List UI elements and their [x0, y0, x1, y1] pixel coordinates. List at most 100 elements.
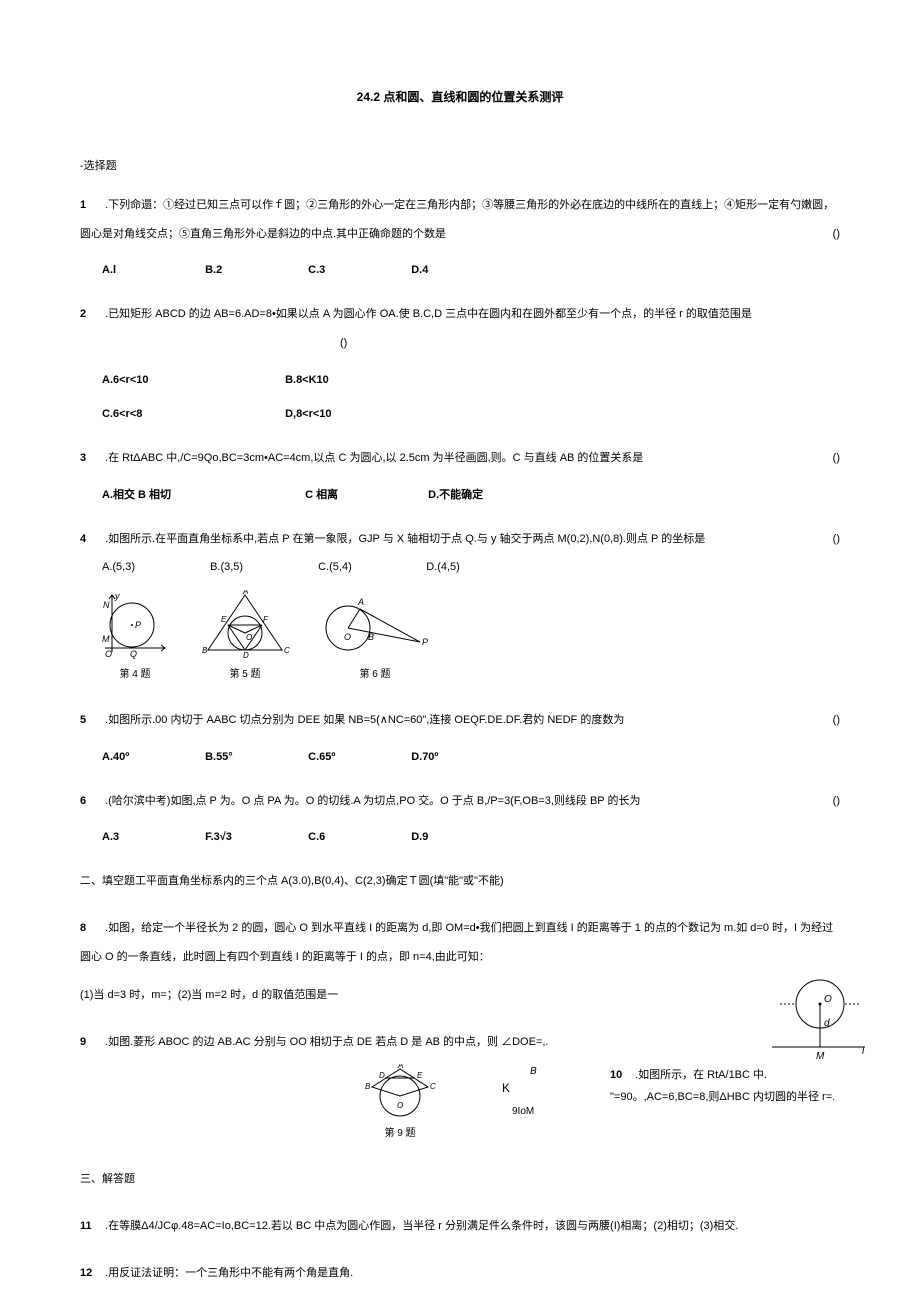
question-1: 1 .下列命遢：①经过已知三点可以作ｆ圆；②三角形的外心一定在三角形内部；③等腰… [80, 191, 840, 282]
q4-text: .如图所示.在平面直角坐标系中,若点 P 在第一象限，GJP 与 X 轴相切于点… [105, 533, 705, 545]
q4-opt-d: D.(4,5) [426, 553, 531, 582]
q9-num: 9 [80, 1028, 102, 1057]
question-3: 3 .在 RtΔABC 中,/C=9Qo,BC=3cm•AC=4cm,以点 C … [80, 444, 840, 507]
q8-text: .如图，给定一个半径长为 2 的圆，圆心 O 到水平直线 I 的距离为 d,即 … [80, 922, 833, 963]
q2-num: 2 [80, 300, 102, 329]
q11-text: .在等膜Δ4/JCφ.48=AC=Io,BC=12.若以 BC 中点为圆心作圆，… [105, 1220, 738, 1232]
question-6: 6 .(哈尔滨中考)如图,点 P 为。O 点 PA 为。O 的切线.A 为切点,… [80, 787, 840, 850]
q5-opt-a: A.40º [102, 745, 202, 769]
q5-num: 5 [80, 706, 102, 735]
svg-text:M: M [102, 634, 110, 644]
q1-text: .下列命遢：①经过已知三点可以作ｆ圆；②三角形的外心一定在三角形内部；③等腰三角… [80, 199, 834, 240]
svg-text:O: O [824, 994, 832, 1005]
figure-q5: A B C D E F O 第 5 题 [200, 590, 290, 688]
svg-text:C: C [430, 1082, 436, 1091]
q1-opt-c: C.3 [308, 258, 408, 282]
q5-opt-d: D.70º [411, 745, 511, 769]
question-9: 9 .如图.菱形 ABOC 的边 AB.AC 分别与 OO 相切于点 DE 若点… [80, 1028, 840, 1148]
q1-opt-a: A.l [102, 258, 202, 282]
q5-opt-b: B.55° [205, 745, 305, 769]
figure-q10: B K 9IoM [500, 1064, 550, 1125]
q4-paren: () [833, 525, 840, 554]
svg-text:A: A [242, 590, 248, 596]
section-2-label: 二、填空题工平面直角坐标系内的三个点 A(3.0),B(0,4)、C(2,3)确… [80, 867, 840, 896]
q1-opt-d: D.4 [411, 258, 511, 282]
figure-q4: P N M O Q y 第 4 题 [100, 590, 170, 688]
svg-text:C: C [284, 646, 290, 655]
question-2: 2 .已知矩形 ABCD 的边 AB=6.AD=8•如果以点 A 为圆心作 OA… [80, 300, 840, 426]
svg-text:A: A [357, 597, 364, 607]
question-5: 5 .如图所示.00 内切于 AABC 切点分别为 DEE 如果 NB=5(∧N… [80, 706, 840, 769]
q8-sub: (1)当 d=3 时，m=；(2)当 m=2 时，d 的取值范围是一 [80, 981, 840, 1010]
q4-opt-b: B.(3,5) [210, 553, 315, 582]
q10-num: 10 [610, 1064, 632, 1086]
q3-opt-d: D.不能确定 [428, 483, 548, 507]
q11-num: 11 [80, 1212, 102, 1241]
q3-opt-a: A.相交 B 相切 [102, 483, 302, 507]
fig-q5-caption: 第 5 题 [200, 662, 290, 688]
svg-text:F: F [263, 615, 269, 624]
figure-q9: A B C D E O 第 9 题 [360, 1064, 440, 1147]
q3-text: .在 RtΔABC 中,/C=9Qo,BC=3cm•AC=4cm,以点 C 为圆… [105, 452, 643, 464]
q6-opt-c: C.6 [308, 825, 408, 849]
q5-opt-c: C.65º [308, 745, 408, 769]
page-title: 24.2 点和圆、直线和圆的位置关系测评 [80, 0, 840, 145]
q2-opt-d: D,8<r<10 [285, 402, 465, 426]
svg-text:P: P [135, 620, 141, 630]
fig-q9-caption: 第 9 题 [360, 1121, 440, 1147]
q12-num: 12 [80, 1259, 102, 1288]
q12-text: .用反证法证明：一个三角形中不能有两个角是直角. [105, 1267, 353, 1279]
q10-text: .如图所示，在 RtA/1BC 中. "=90。,AC=6,BC=8,则ΔHBC… [610, 1069, 835, 1103]
q6-opt-a: A.3 [102, 825, 202, 849]
q2-opt-b: B.8<K10 [285, 368, 465, 392]
svg-text:B: B [202, 646, 208, 655]
svg-text:B: B [368, 632, 374, 642]
svg-text:Q: Q [130, 649, 137, 659]
question-12: 12 .用反证法证明：一个三角形中不能有两个角是直角. [80, 1259, 840, 1288]
svg-text:O: O [246, 633, 252, 642]
svg-text:A: A [397, 1064, 403, 1070]
question-4: 4 .如图所示.在平面直角坐标系中,若点 P 在第一象限，GJP 与 X 轴相切… [80, 525, 840, 688]
q3-num: 3 [80, 444, 102, 473]
section-1-label: -选择题 [80, 157, 840, 173]
question-8: 8 .如图，给定一个半径长为 2 的圆，圆心 O 到水平直线 I 的距离为 d,… [80, 914, 840, 1010]
q5-text: .如图所示.00 内切于 AABC 切点分别为 DEE 如果 NB=5(∧NC=… [105, 714, 624, 726]
q6-text: .(哈尔滨中考)如图,点 P 为。O 点 PA 为。O 的切线.A 为切点,PO… [105, 795, 640, 807]
q2-opt-c: C.6<r<8 [102, 402, 282, 426]
svg-text:N: N [103, 600, 110, 610]
q6-paren: () [833, 787, 840, 816]
svg-text:B: B [365, 1082, 371, 1091]
q4-opt-a: A.(5,3) [102, 553, 207, 582]
svg-text:B: B [530, 1066, 537, 1077]
q10-label: 9IoM [512, 1099, 550, 1125]
question-10: 10 .如图所示，在 RtA/1BC 中. "=90。,AC=6,BC=8,则Δ… [610, 1064, 840, 1108]
q4-num: 4 [80, 525, 102, 554]
q6-opt-d: D.9 [411, 825, 511, 849]
figure-q6: A O B P 第 6 题 [320, 590, 430, 688]
q4-options: A.(5,3) B.(3,5) C.(5,4) D.(4,5) [102, 553, 840, 582]
svg-text:O: O [397, 1101, 403, 1110]
q3-paren: () [833, 444, 840, 473]
q8-num: 8 [80, 914, 102, 943]
q6-opt-b: F.3√3 [205, 825, 305, 849]
q6-num: 6 [80, 787, 102, 816]
fig-q4-caption: 第 4 题 [100, 662, 170, 688]
q5-options: A.40º B.55° C.65º D.70º [102, 745, 840, 769]
q1-paren: () [833, 220, 840, 249]
q1-num: 1 [80, 191, 102, 220]
fig-q6-caption: 第 6 题 [320, 662, 430, 688]
svg-text:E: E [417, 1071, 423, 1080]
q1-options: A.l B.2 C.3 D.4 [102, 258, 840, 282]
q6-options: A.3 F.3√3 C.6 D.9 [102, 825, 840, 849]
svg-text:D: D [243, 651, 249, 660]
q4-opt-c: C.(5,4) [318, 553, 423, 582]
q2-text: .已知矩形 ABCD 的边 AB=6.AD=8•如果以点 A 为圆心作 OA.使… [105, 308, 752, 320]
svg-text:l: l [862, 1046, 865, 1057]
question-11: 11 .在等膜Δ4/JCφ.48=AC=Io,BC=12.若以 BC 中点为圆心… [80, 1212, 840, 1241]
svg-text:E: E [221, 615, 227, 624]
svg-text:O: O [344, 632, 351, 642]
svg-text:K: K [502, 1081, 510, 1095]
q9-text: .如图.菱形 ABOC 的边 AB.AC 分别与 OO 相切于点 DE 若点 D… [105, 1036, 548, 1048]
svg-text:y: y [114, 591, 120, 601]
svg-text:D: D [379, 1071, 385, 1080]
